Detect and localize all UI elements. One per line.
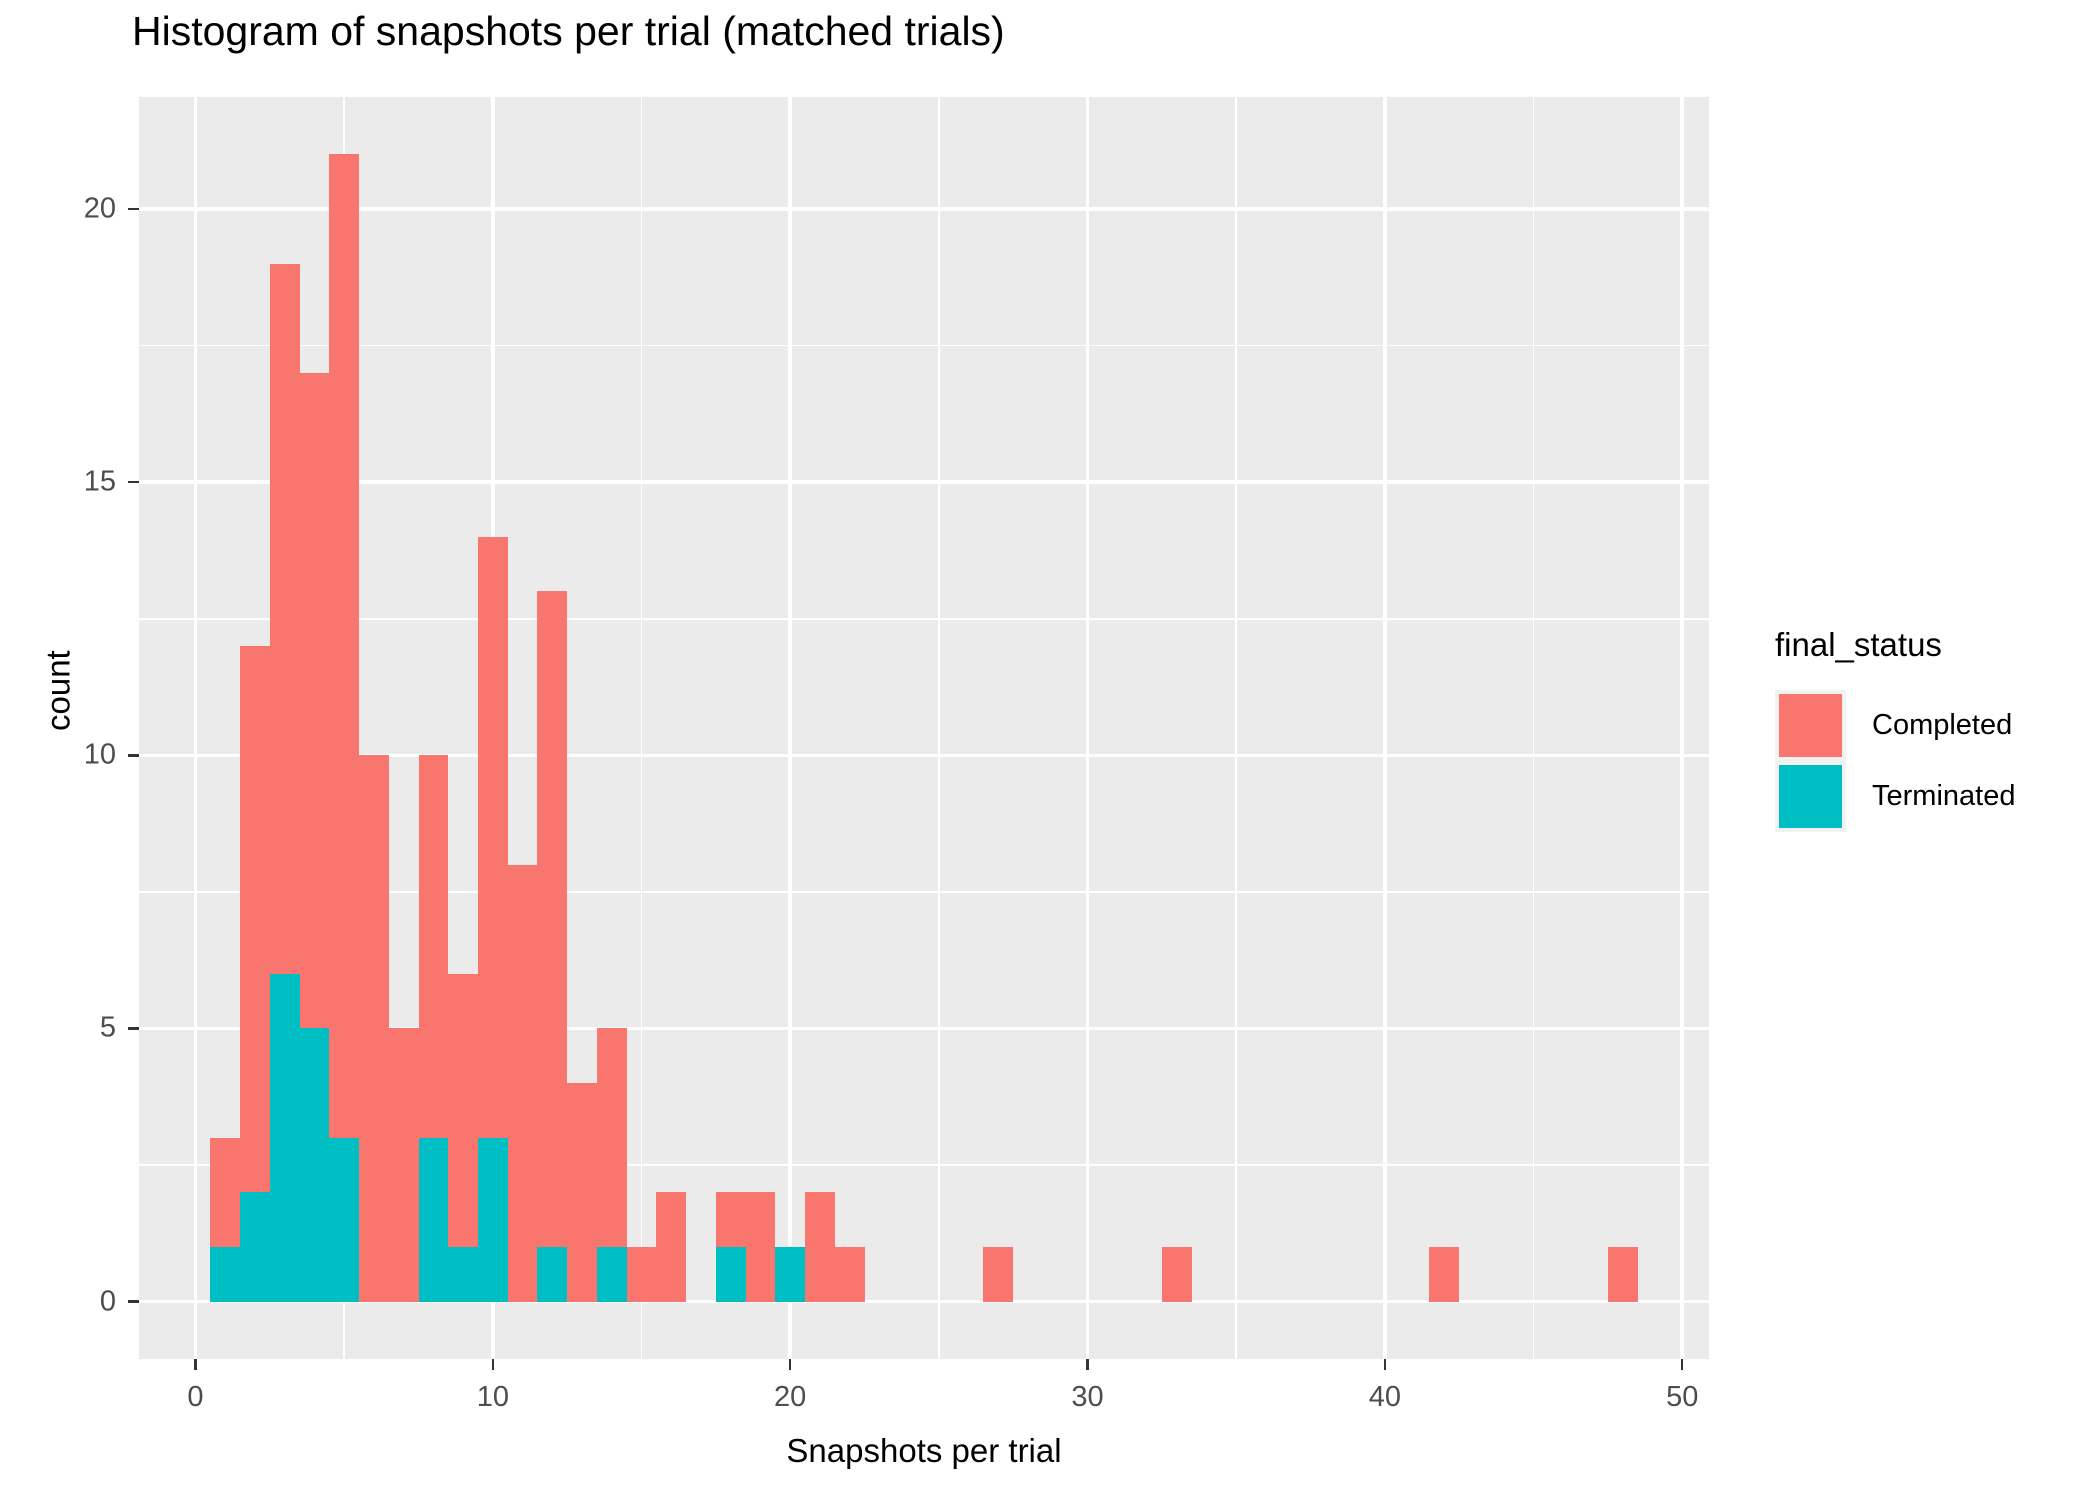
bar-segment-completed [418, 755, 449, 1138]
bar-segment-completed [269, 263, 300, 974]
y-major-gridline [139, 207, 1709, 211]
bar-segment-completed [537, 591, 568, 1247]
x-minor-gridline [938, 97, 940, 1359]
x-major-gridline [788, 97, 792, 1359]
legend-entry-completed: Completed [1775, 690, 2015, 761]
y-tick-label: 5 [99, 1011, 116, 1044]
x-major-gridline [1085, 97, 1090, 1359]
legend-key [1775, 690, 1846, 761]
y-tick-label: 20 [83, 192, 116, 225]
x-major-gridline [1680, 97, 1684, 1359]
bar-segment-completed [1161, 1247, 1192, 1302]
bar-segment-terminated [596, 1247, 627, 1302]
y-tick-mark [128, 480, 139, 484]
y-minor-gridline [139, 1164, 1709, 1166]
bar-segment-terminated [240, 1192, 270, 1302]
y-tick-mark [128, 1300, 139, 1303]
y-major-gridline [139, 753, 1709, 758]
bar-segment-completed [448, 973, 478, 1247]
legend-title: final_status [1775, 626, 1942, 663]
bar-segment-completed [477, 536, 508, 1138]
bar-segment-completed [240, 646, 270, 1193]
bar-segment-completed [745, 1192, 776, 1302]
x-minor-gridline [1235, 97, 1238, 1359]
y-tick-label: 15 [83, 465, 116, 498]
bar-segment-terminated [210, 1247, 241, 1302]
x-tick-label: 50 [1666, 1381, 1699, 1413]
bar-segment-completed [805, 1192, 835, 1302]
legend-entry-terminated: Terminated [1775, 761, 2015, 832]
bar-segment-terminated [329, 1137, 360, 1302]
bar-segment-completed [507, 864, 538, 1302]
x-tick-mark [1383, 1359, 1387, 1370]
plot-panel [139, 97, 1709, 1359]
y-tick-label: 0 [99, 1285, 116, 1318]
bar-segment-completed [1607, 1247, 1638, 1302]
legend: final_status Completed Terminated [1775, 626, 2015, 832]
x-minor-gridline [640, 97, 643, 1359]
x-tick-label: 20 [774, 1381, 807, 1413]
bar-segment-completed [1429, 1247, 1460, 1302]
x-tick-mark [1086, 1359, 1089, 1370]
legend-entries: Completed Terminated [1775, 690, 2015, 832]
bar-segment-completed [715, 1192, 746, 1247]
bar-segment-completed [834, 1247, 865, 1302]
x-tick-label: 10 [476, 1381, 509, 1413]
legend-swatch-completed [1779, 694, 1842, 757]
bar-segment-completed [567, 1083, 597, 1302]
legend-label: Terminated [1872, 780, 2016, 812]
x-major-gridline [193, 97, 198, 1359]
bar-segment-completed [359, 755, 389, 1302]
bar-segment-terminated [299, 1028, 330, 1302]
x-axis-title: Snapshots per trial [786, 1432, 1062, 1469]
y-minor-gridline [139, 891, 1709, 893]
bar-segment-terminated [715, 1247, 746, 1302]
x-tick-mark [194, 1359, 197, 1370]
y-tick-mark [128, 754, 139, 757]
x-tick-label: 40 [1368, 1381, 1402, 1413]
bar-segment-completed [210, 1137, 241, 1247]
y-minor-gridline [139, 344, 1709, 347]
x-tick-mark [491, 1359, 495, 1370]
bar-segment-terminated [537, 1247, 568, 1302]
bar-segment-completed [388, 1028, 419, 1302]
x-tick-label: 30 [1071, 1381, 1104, 1413]
bar-segment-completed [983, 1247, 1014, 1302]
y-major-gridline [139, 1026, 1709, 1031]
bar-segment-completed [299, 372, 330, 1029]
y-tick-mark [128, 207, 139, 211]
y-tick-mark [128, 1027, 139, 1030]
x-tick-mark [1680, 1359, 1684, 1370]
bar-segment-terminated [269, 973, 300, 1302]
legend-label: Completed [1872, 709, 2013, 741]
bar-segment-terminated [775, 1247, 806, 1302]
bar-segment-terminated [418, 1137, 449, 1302]
legend-key [1775, 761, 1846, 832]
bar-segment-terminated [448, 1247, 478, 1302]
bar-segment-terminated [477, 1137, 508, 1302]
y-axis-title: count [39, 650, 77, 731]
x-tick-label: 0 [187, 1381, 204, 1413]
y-major-gridline [139, 480, 1709, 484]
y-major-gridline [139, 1299, 1709, 1304]
x-minor-gridline [1532, 97, 1535, 1359]
legend-swatch-terminated [1779, 765, 1842, 828]
y-tick-label: 10 [83, 738, 116, 771]
x-tick-mark [788, 1359, 792, 1370]
bar-segment-completed [596, 1028, 627, 1247]
y-minor-gridline [139, 617, 1709, 620]
bar-segment-completed [656, 1192, 687, 1302]
page-title: Histogram of snapshots per trial (matche… [132, 8, 1005, 54]
bar-segment-completed [329, 154, 360, 1138]
bar-segment-completed [626, 1247, 657, 1302]
x-major-gridline [1383, 97, 1387, 1359]
